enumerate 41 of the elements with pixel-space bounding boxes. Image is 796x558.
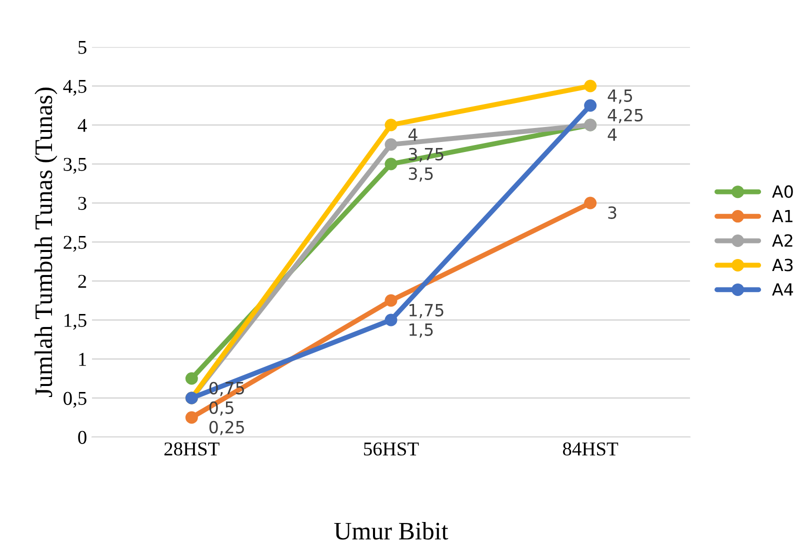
legend-label: A3: [772, 258, 793, 272]
y-tick-label: 0: [78, 430, 86, 444]
point: [384, 138, 398, 151]
point: [584, 99, 597, 112]
point: [584, 196, 597, 210]
legend-label: A2: [772, 234, 792, 247]
y-tick-label: 2: [78, 274, 86, 288]
data-label: 4: [608, 128, 617, 141]
x-tick-label: 56HST: [364, 442, 419, 456]
data-label: 4,5: [608, 90, 632, 104]
y-axis-title: Jumlah Tumbuh Tunas (Tunas): [34, 88, 58, 397]
y-tick-label: 5: [78, 41, 86, 54]
data-label: 3: [608, 206, 616, 219]
legend-label: A4: [772, 283, 794, 296]
legend-label: A0: [772, 185, 793, 198]
point: [584, 80, 597, 92]
data-label: 4,25: [608, 108, 643, 124]
data-label: 1,5: [409, 324, 433, 338]
data-label: 0,25: [209, 420, 244, 436]
y-tick-label: 1,5: [64, 314, 86, 330]
x-tick-label: 28HST: [164, 442, 220, 456]
y-tick-label: 1: [79, 352, 86, 366]
y-tick-label: 3: [78, 196, 86, 210]
point: [384, 314, 398, 326]
point: [384, 158, 398, 170]
point: [384, 118, 398, 132]
data-label: 1,75: [409, 304, 444, 318]
y-tick-label: 4: [78, 118, 87, 132]
y-tick-label: 2,5: [64, 236, 86, 252]
legend-label: A1: [772, 210, 792, 222]
x-axis-title: Umur Bibit: [334, 522, 448, 540]
point: [384, 294, 398, 307]
data-label: 3,5: [408, 167, 433, 182]
y-tick-label: 0,5: [64, 392, 86, 408]
x-tick-label: 84HST: [562, 442, 618, 456]
point: [185, 372, 198, 385]
y-tick-label: 4,5: [63, 80, 86, 96]
y-tick-label: 3,5: [64, 158, 86, 174]
data-label: 4: [408, 128, 418, 141]
data-label: 0,5: [209, 401, 234, 416]
point: [185, 411, 198, 424]
